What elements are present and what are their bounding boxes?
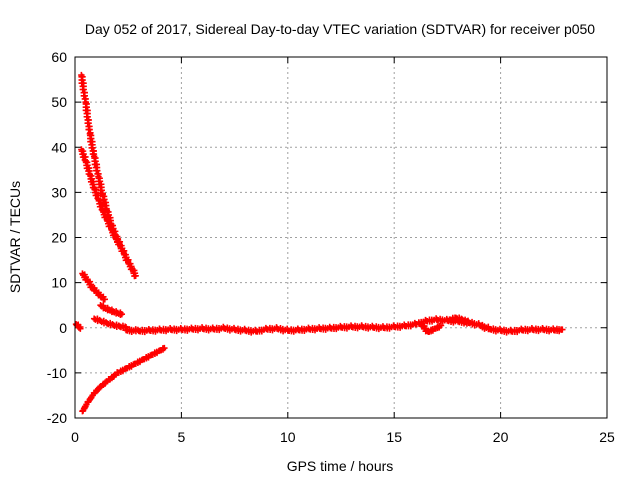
chart-title: Day 052 of 2017, Sidereal Day-to-day VTE… [85, 21, 595, 37]
x-axis-label: GPS time / hours [287, 458, 394, 474]
track-e-point [161, 344, 168, 352]
y-tick-label: -10 [47, 365, 67, 381]
x-tick-label: 15 [386, 429, 402, 445]
y-tick-label: 60 [51, 49, 67, 65]
y-tick-label: 30 [51, 184, 67, 200]
y-axis-label: SDTVAR / TECUs [7, 181, 23, 293]
x-tick-label: 10 [280, 429, 296, 445]
y-tick-label: 40 [51, 139, 67, 155]
track-dip-point [437, 322, 445, 329]
track-c-point [101, 296, 108, 303]
track-a-point [132, 272, 139, 280]
y-tick-label: -20 [47, 410, 67, 426]
x-tick-label: 25 [599, 429, 615, 445]
x-tick-label: 5 [178, 429, 186, 445]
data-points [72, 71, 566, 415]
grid-lines [75, 57, 607, 418]
y-tick-label: 10 [51, 275, 67, 291]
y-tick-label: 20 [51, 230, 67, 246]
track-hump-point [465, 319, 472, 326]
plot-frame [74, 56, 608, 419]
x-tick-label: 0 [71, 429, 79, 445]
x-axis-ticks: 0 5 10 15 20 25 [71, 57, 615, 445]
track-d-point [118, 311, 126, 318]
track-b-point [116, 241, 123, 248]
track-main-point [559, 326, 566, 333]
y-tick-label: 0 [59, 320, 67, 336]
y-axis-ticks: -20 -10 0 10 20 30 40 50 60 [47, 49, 607, 426]
x-tick-label: 20 [493, 429, 509, 445]
track-f-point [77, 325, 84, 332]
y-tick-label: 50 [51, 94, 67, 110]
